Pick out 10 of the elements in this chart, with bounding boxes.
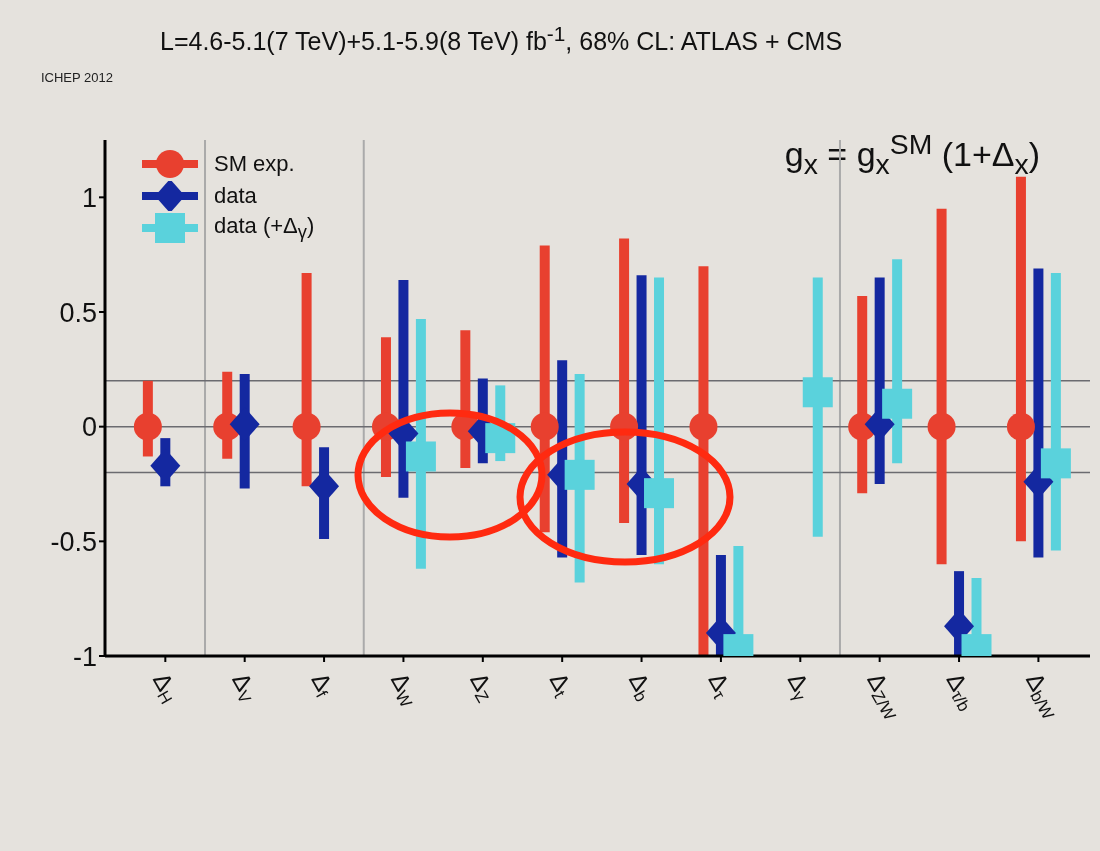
chart-title: L=4.6-5.1(7 TeV)+5.1-5.9(8 TeV) fb$^{-1}$, 68% CL: ATLAS + CMS [160, 22, 843, 56]
legend-label: data [214, 183, 257, 208]
y-tick-label: 1 [81, 182, 97, 213]
y-tick-label: 0 [81, 412, 97, 443]
legend-label: SM exp. [214, 151, 295, 176]
y-tick-label: 0.5 [59, 297, 97, 328]
y-tick-label: -1 [72, 641, 97, 672]
legend-label: data (+Δ$_{γ}$) [214, 212, 315, 243]
text: ICHEP 2012 [40, 70, 114, 85]
y-tick-label: -0.5 [50, 526, 97, 557]
